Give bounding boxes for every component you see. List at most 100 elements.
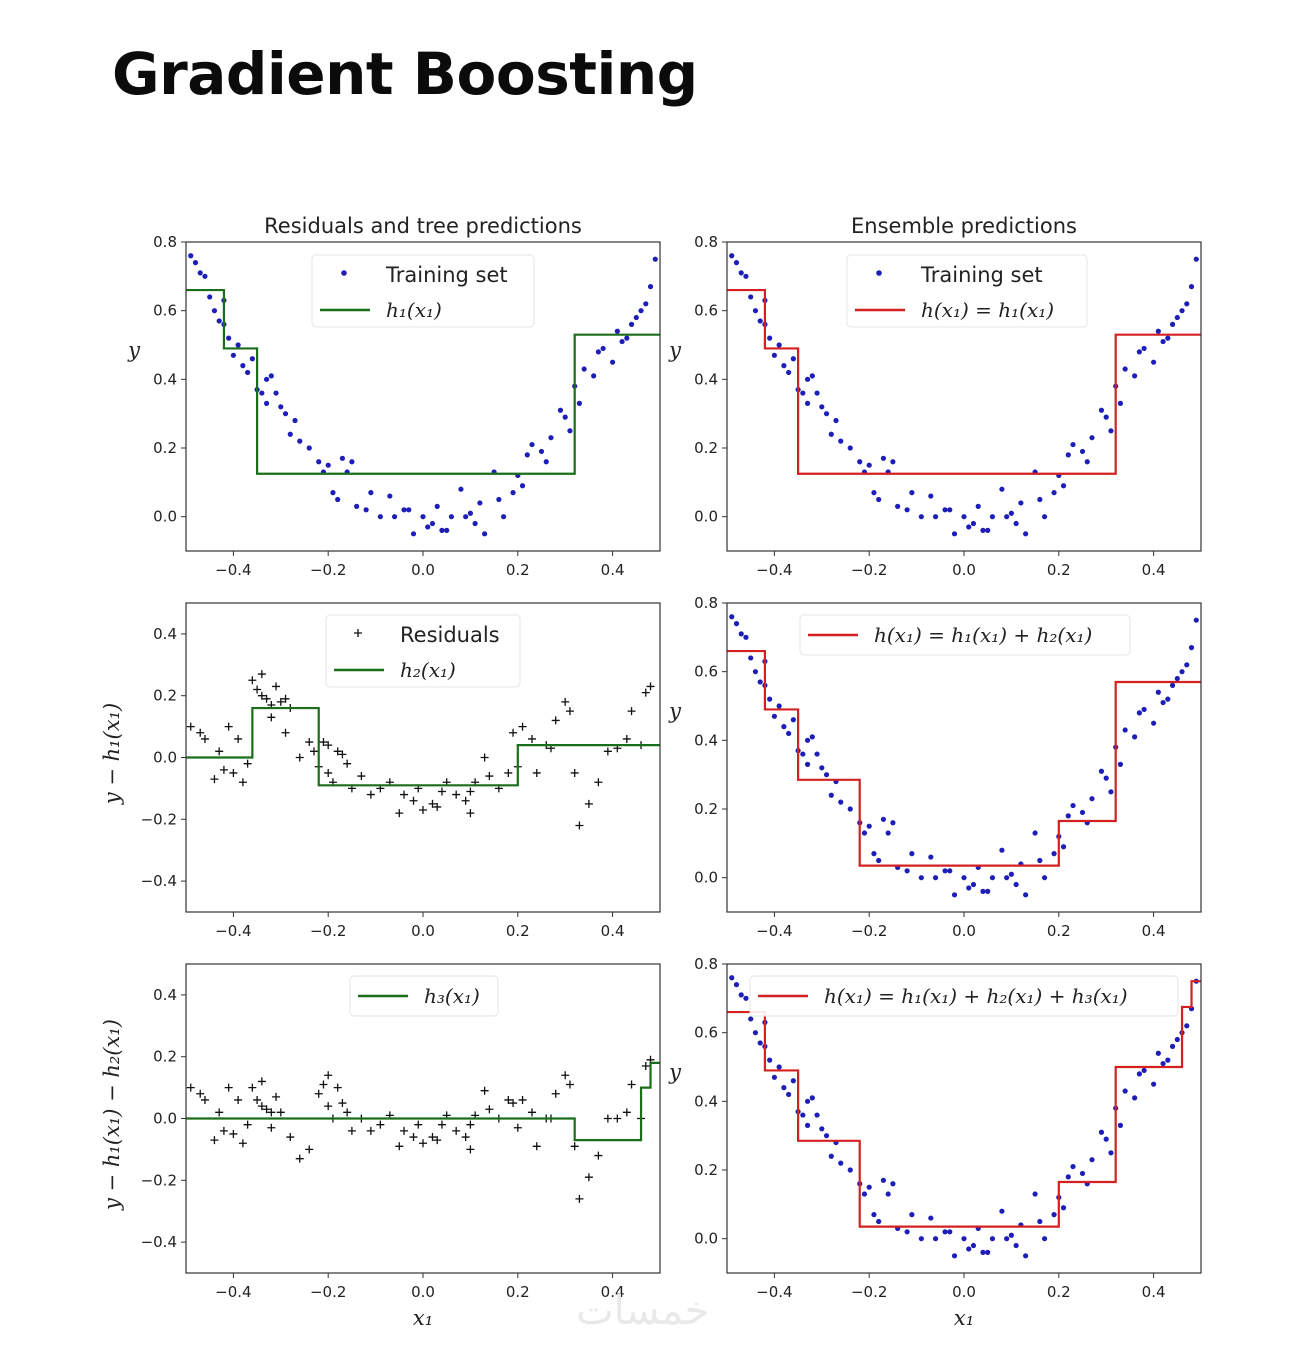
data-point [847,445,853,451]
residual-marker [253,685,262,694]
data-point [790,717,796,723]
data-point [1070,441,1076,448]
data-point [804,761,811,767]
data-point [1041,1236,1048,1242]
data-point [458,486,464,492]
data-point [767,696,773,702]
data-point [282,411,289,417]
data-point [510,490,516,496]
x-tick-label: −0.4 [756,1283,792,1301]
data-point [819,765,825,771]
data-point [519,483,526,489]
data-point [890,820,896,826]
residual-marker [622,734,631,743]
residual-marker [219,765,228,774]
y-tick-label: 0.6 [694,1024,718,1042]
data-point [619,338,625,345]
y-tick-label: 0.4 [153,625,177,643]
data-point [781,1085,787,1091]
residual-marker [253,1095,262,1104]
residual-marker [238,778,247,787]
x-tick-label: 0.4 [1142,922,1166,940]
residual-marker [229,1129,238,1138]
data-point [866,1184,872,1190]
data-point [202,273,208,279]
data-point [890,1181,896,1187]
data-point [786,730,792,737]
data-point [866,823,872,829]
data-point [335,496,341,503]
data-point [226,335,232,341]
y-axis-label: y [668,338,682,362]
residual-marker [504,768,513,777]
data-point [349,459,355,465]
residual-marker [200,1095,209,1104]
chart-title: Residuals and tree predictions [264,214,582,238]
data-point [482,531,488,537]
data-point [918,875,924,881]
data-point [932,1236,939,1242]
residual-marker [594,1151,603,1160]
data-point [463,514,469,520]
data-point [1160,338,1166,345]
data-point [966,885,972,891]
data-point [1023,1253,1029,1259]
data-point [188,253,194,259]
data-point [800,1112,806,1118]
data-point [1188,645,1195,651]
data-point [833,417,839,424]
data-point [1117,761,1124,767]
data-point [235,342,241,348]
chart-panel-3: −0.4 −0.2 0.0 0.2 0.4 −0.4 −0.2 0.0 0.2 0.4 y − h₁… [100,602,661,940]
data-point [410,531,417,537]
x-tick-label: −0.4 [756,922,792,940]
data-point [1184,1023,1190,1029]
data-point [1151,1081,1157,1087]
legend-label: h₁(x₁) [386,298,442,322]
residual-marker [409,1133,418,1142]
chart-panel-5: −0.4 −0.2 0.0 0.2 0.4 −0.4 −0.2 0.0 0.2 0.4 x₁ y − … [100,963,661,1330]
data-point [363,507,369,513]
data-point [1136,1071,1142,1077]
residual-marker [570,768,579,777]
data-point [401,507,407,513]
data-point [866,462,872,468]
x-tick-label: 0.4 [1142,1283,1166,1301]
legend: Training set h(x₁) = h₁(x₁) [846,254,1088,328]
data-point [1084,459,1090,465]
data-point [600,345,606,352]
data-point [904,868,910,874]
data-point [985,888,991,895]
data-point [980,888,986,895]
data-point [548,435,554,441]
data-point [880,455,887,461]
data-point [909,851,915,857]
data-point [1037,496,1043,503]
data-point [1174,1036,1180,1043]
y-axis-label: y [668,699,682,723]
residual-marker [333,1083,342,1092]
x-tick-label: −0.4 [215,922,251,940]
residual-marker [395,1142,404,1151]
data-point [391,514,398,520]
data-point [966,524,972,530]
residual-marker [485,1105,494,1114]
data-point [1079,809,1086,816]
x-tick-label: 0.2 [506,1283,530,1301]
data-point [729,975,735,981]
data-point [1004,514,1010,520]
data-point [771,713,778,719]
residual-marker [551,1089,560,1098]
data-point [823,411,830,417]
data-point [406,507,412,513]
residual-marker [627,1080,636,1089]
residual-marker [528,1108,537,1117]
residual-marker [528,734,537,743]
residual-marker [480,753,489,762]
data-point [538,448,545,455]
data-point [1023,892,1029,898]
data-point [771,1074,778,1080]
residual-marker [419,1139,427,1148]
data-point [1165,335,1171,341]
data-point [819,404,825,410]
